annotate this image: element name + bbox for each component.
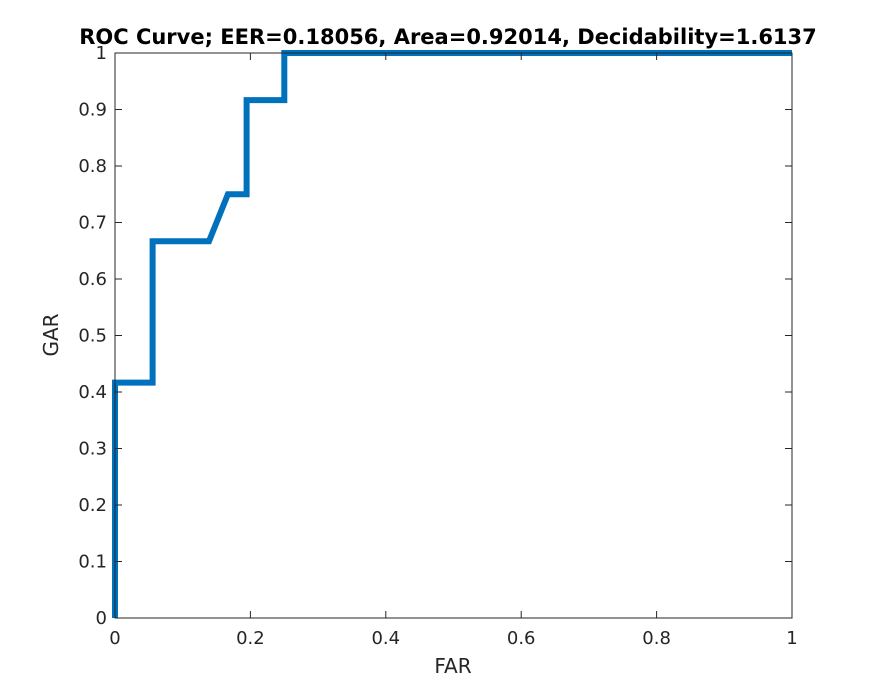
x-tick-label: 0.6 xyxy=(507,628,536,649)
y-tick-label: 0.5 xyxy=(78,326,107,347)
x-tick-label: 0 xyxy=(109,628,120,649)
chart-title: ROC Curve; EER=0.18056, Area=0.92014, De… xyxy=(79,25,817,49)
y-tick-label: 0.9 xyxy=(78,100,107,121)
y-tick-label: 0 xyxy=(96,608,107,629)
y-tick-label: 0.4 xyxy=(78,382,107,403)
x-tick-label: 1 xyxy=(786,628,797,649)
x-tick-label: 0.2 xyxy=(236,628,265,649)
x-tick-label: 0.8 xyxy=(642,628,671,649)
y-axis-label: GAR xyxy=(39,313,63,356)
x-tick-label: 0.4 xyxy=(371,628,400,649)
y-tick-label: 0.3 xyxy=(78,439,107,460)
y-tick-label: 0.8 xyxy=(78,156,107,177)
roc-curve-line xyxy=(112,50,792,618)
x-axis-label: FAR xyxy=(434,654,471,678)
plot-area xyxy=(115,53,792,618)
y-tick-label: 0.1 xyxy=(78,552,107,573)
series-layer xyxy=(112,50,792,618)
y-tick-label: 1 xyxy=(96,43,107,64)
tick-layer: 0 0.2 0.4 0.6 0.8 1 0 0.1 0.2 0.3 0.4 0.5 0.6 0.7 0.8 0… xyxy=(78,43,797,649)
y-tick-label: 0.7 xyxy=(78,213,107,234)
y-tick-label: 0.2 xyxy=(78,495,107,516)
y-tick-label: 0.6 xyxy=(78,269,107,290)
